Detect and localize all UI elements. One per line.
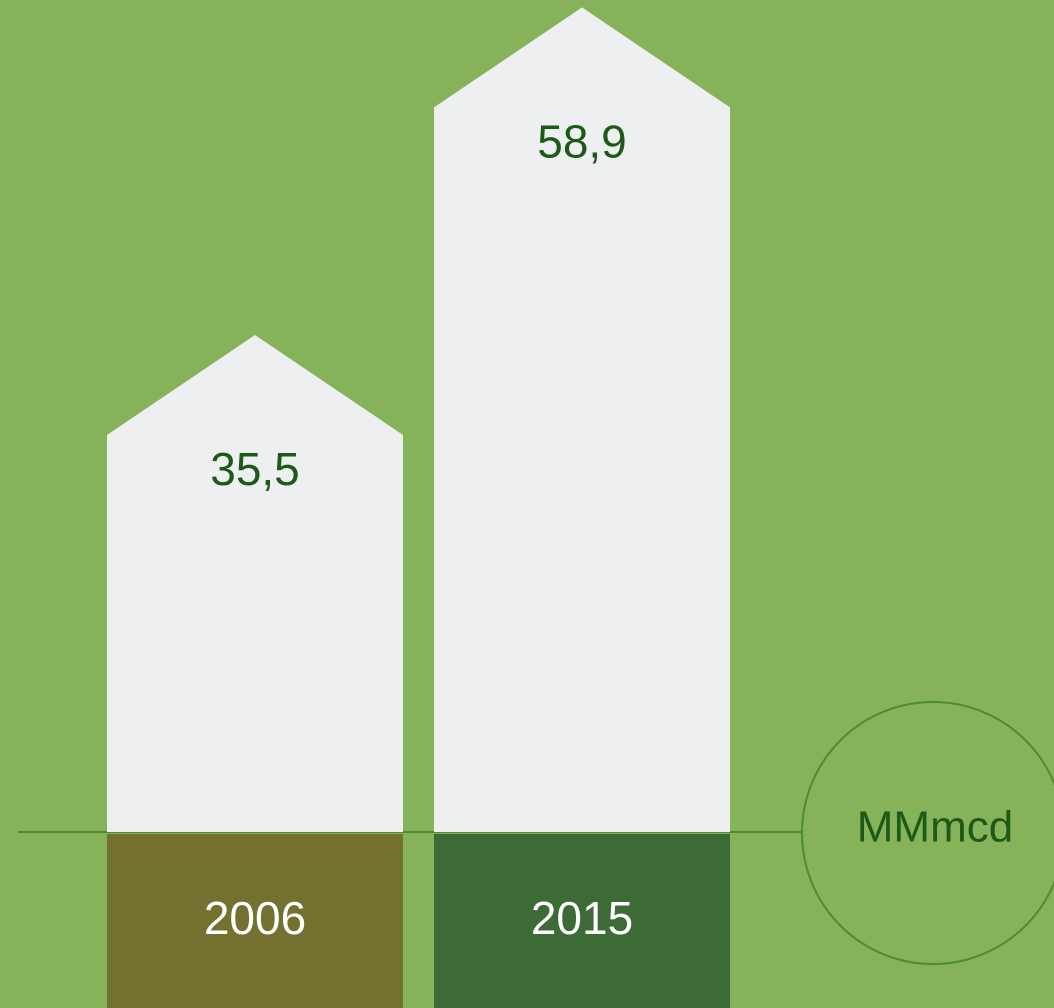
unit-badge xyxy=(801,701,1054,965)
value-label: 58,9 xyxy=(537,116,627,168)
x-tick-label: 2006 xyxy=(204,892,306,944)
bar xyxy=(107,335,403,832)
category-box xyxy=(107,834,403,1008)
value-label: 35,5 xyxy=(210,443,300,495)
unit-label: MMmcd xyxy=(857,803,1013,852)
bar xyxy=(434,7,730,832)
x-tick-label: 2015 xyxy=(531,892,633,944)
category-box xyxy=(434,834,730,1008)
